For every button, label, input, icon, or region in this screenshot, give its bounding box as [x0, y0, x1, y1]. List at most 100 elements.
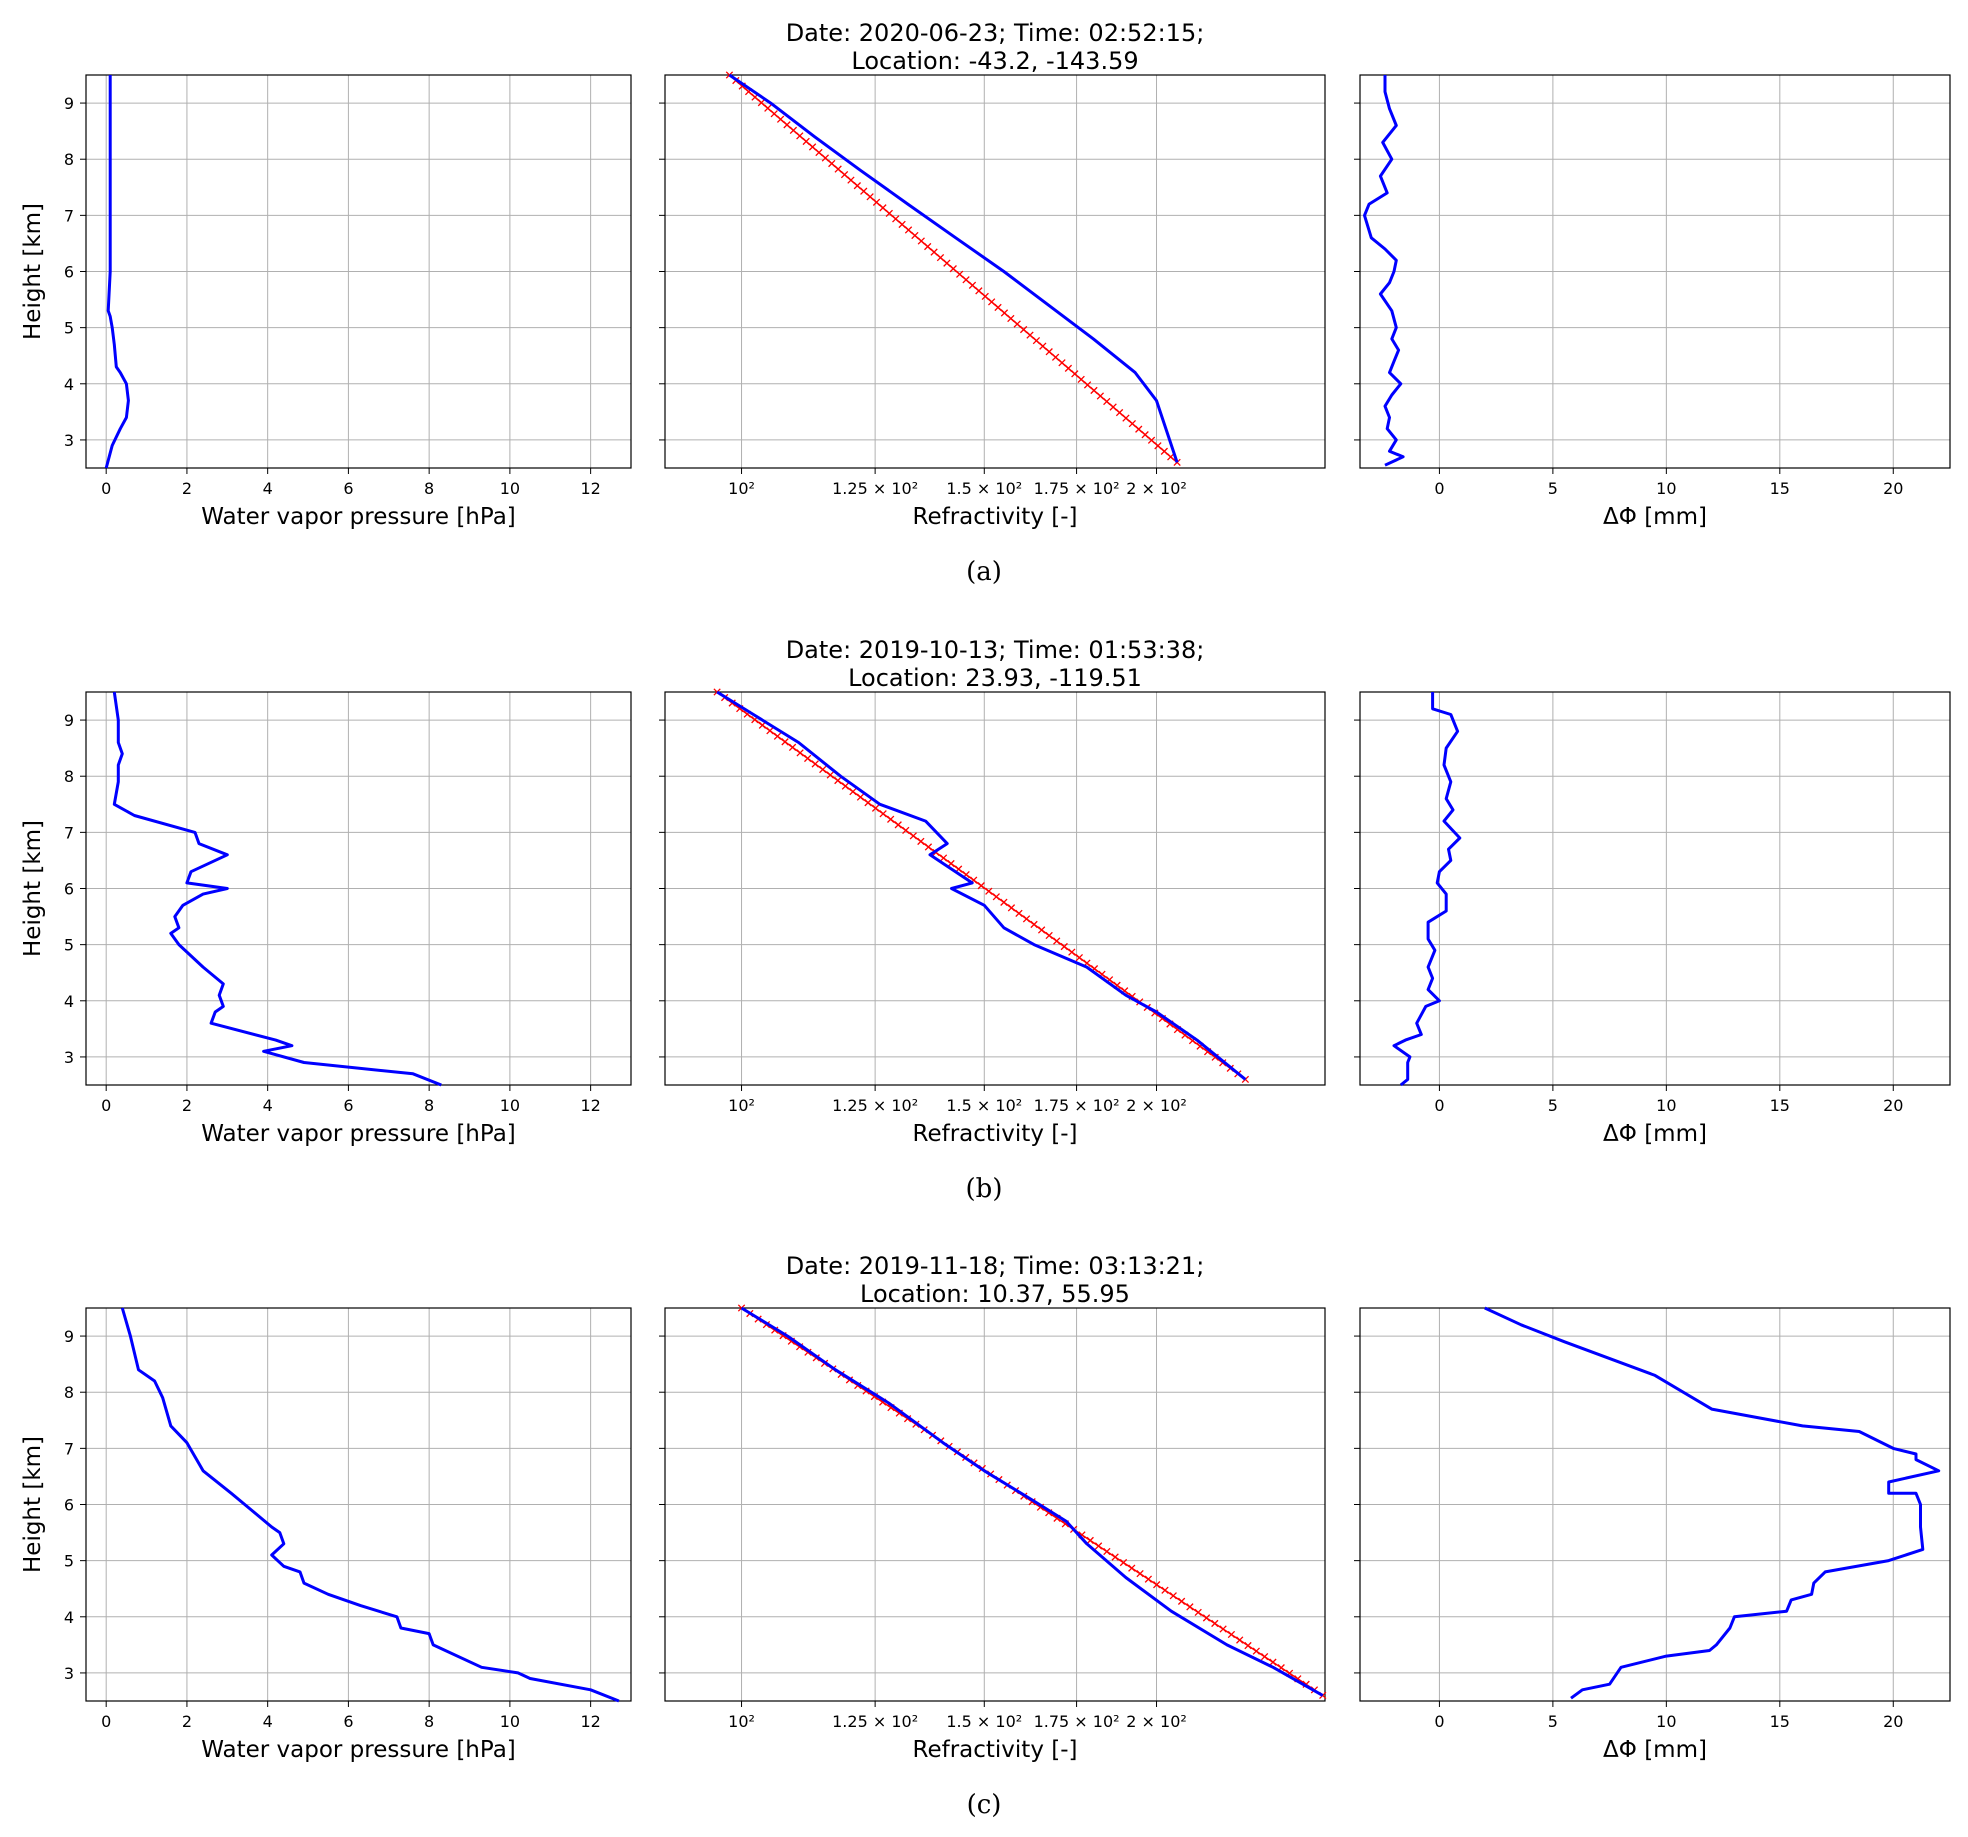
x-tick-label: 2 × 10² [1126, 1712, 1187, 1731]
x-tick-label: 15 [1770, 1096, 1790, 1115]
reference-marker [821, 154, 830, 162]
reference-marker [885, 209, 893, 218]
x-tick-label: 0 [101, 1712, 111, 1731]
panel-title-line2: Location: 23.93, -119.51 [848, 664, 1142, 692]
reference-marker [1064, 364, 1073, 372]
y-tick-label: 8 [64, 150, 74, 169]
y-tick-label: 8 [64, 767, 74, 786]
delta-phi-subplot: 0 5 10 15 20 ΔΦ [mm] [1354, 691, 1951, 1147]
y-tick-label: 6 [64, 880, 74, 899]
reference-marker [917, 237, 925, 245]
reference-marker [1077, 375, 1085, 384]
x-tick-label: 8 [424, 1096, 434, 1115]
x-tick-label: 6 [343, 479, 353, 498]
reference-marker [1194, 1608, 1202, 1617]
x-tick-label: 6 [343, 1096, 353, 1115]
reference-marker [894, 821, 902, 829]
reference-marker [902, 826, 910, 835]
x-tick-label: 0 [101, 1096, 111, 1115]
reference-marker [949, 265, 957, 273]
reference-marker [766, 727, 774, 735]
y-tick-label: 3 [64, 1048, 74, 1067]
reference-marker [834, 165, 842, 173]
x-tick-label: 1.25 × 10² [832, 479, 918, 498]
x-tick-label: 1.75 × 10² [1034, 479, 1120, 498]
reference-marker [815, 148, 823, 157]
reference-marker [1128, 419, 1137, 428]
grid [86, 692, 631, 1085]
x-axis-label: ΔΦ [mm] [1603, 1737, 1707, 1763]
reference-marker [1144, 1575, 1153, 1583]
reference-marker [994, 303, 1002, 312]
reference-marker [992, 893, 1000, 901]
panel-title-line2: Location: 10.37, 55.95 [860, 1280, 1130, 1308]
reference-marker [1094, 1542, 1103, 1550]
x-axis-label: Refractivity [-] [913, 1737, 1078, 1763]
water-vapor-profile-line [112, 691, 442, 1087]
reference-marker [1161, 1586, 1169, 1594]
panel-title-line1: Date: 2019-11-18; Time: 03:13:21; [786, 1252, 1205, 1280]
x-tick-label: 5 [1548, 1096, 1558, 1115]
reference-marker [803, 754, 812, 763]
reference-marker [985, 887, 993, 895]
water-vapor-subplot: 0 2 4 6 8 10 12 3 4 5 6 7 8 9 Water vapor pressure [hP… [20, 1307, 632, 1763]
reference-marker [968, 281, 977, 289]
reference-marker [1007, 904, 1016, 912]
reference-marker [887, 815, 895, 823]
reference-marker [1058, 359, 1066, 367]
reference-marker [796, 749, 804, 757]
reference-marker [811, 760, 819, 768]
reference-marker [1136, 1569, 1144, 1578]
x-tick-label: 10 [500, 479, 520, 498]
grid [665, 75, 1325, 468]
x-tick-label: 1.75 × 10² [1034, 1712, 1120, 1731]
reference-marker [1000, 898, 1008, 906]
x-tick-label: 10 [1656, 1096, 1676, 1115]
y-tick-label: 9 [64, 1327, 74, 1346]
x-tick-label: 2 [182, 479, 192, 498]
x-tick-label: 0 [1434, 1096, 1444, 1115]
grid [86, 75, 631, 468]
reference-marker [1013, 320, 1021, 328]
reference-marker [939, 854, 948, 862]
x-tick-label: 10 [500, 1712, 520, 1731]
reference-marker [1051, 353, 1060, 361]
reference-marker [770, 110, 778, 118]
x-tick-label: 1.5 × 10² [946, 479, 1022, 498]
reference-marker [1186, 1603, 1194, 1611]
reference-marker [840, 170, 849, 179]
reference-marker [977, 882, 985, 890]
delta-phi-profile-line [1484, 1306, 1941, 1700]
panel-title-line2: Location: -43.2, -143.59 [851, 47, 1138, 75]
reference-marker [1053, 937, 1061, 945]
reference-marker [1015, 909, 1023, 918]
panel-title-line1: Date: 2019-10-13; Time: 01:53:38; [786, 636, 1205, 664]
refractivity-subplot: 10² 1.25 × 10² 1.5 × 10² 1.75 × 10² 2 × 10² R… [659, 1304, 1327, 1763]
x-tick-label: 4 [263, 1712, 273, 1731]
reference-marker [826, 771, 834, 779]
grid [1360, 75, 1950, 468]
grid [665, 692, 1325, 1085]
y-axis-label: Height [km] [20, 1436, 46, 1573]
refractivity-profile-line [740, 1306, 1324, 1697]
reference-marker [841, 782, 850, 790]
reference-marker [847, 176, 855, 184]
refractivity-subplot: 10² 1.25 × 10² 1.5 × 10² 1.75 × 10² 2 × 10² R… [659, 71, 1326, 530]
reference-marker [757, 99, 766, 107]
y-axis-label: Height [km] [20, 820, 46, 957]
x-tick-label: 12 [580, 1712, 600, 1731]
figure-row-1: Date: 2020-06-23; Time: 02:52:15;Locatio… [20, 19, 1951, 587]
reference-marker [853, 182, 862, 190]
refractivity-subplot: 10² 1.25 × 10² 1.5 × 10² 1.75 × 10² 2 × 10² R… [659, 688, 1326, 1147]
reference-marker [1083, 381, 1092, 389]
x-tick-label: 10 [500, 1096, 520, 1115]
reference-marker [776, 115, 785, 123]
reference-marker [1128, 1564, 1136, 1572]
reference-marker [1103, 1547, 1111, 1556]
x-tick-label: 2 × 10² [1126, 479, 1187, 498]
reference-marker [849, 787, 857, 796]
reference-marker [1060, 942, 1068, 951]
reference-marker [796, 132, 804, 140]
reference-marker [904, 226, 913, 234]
